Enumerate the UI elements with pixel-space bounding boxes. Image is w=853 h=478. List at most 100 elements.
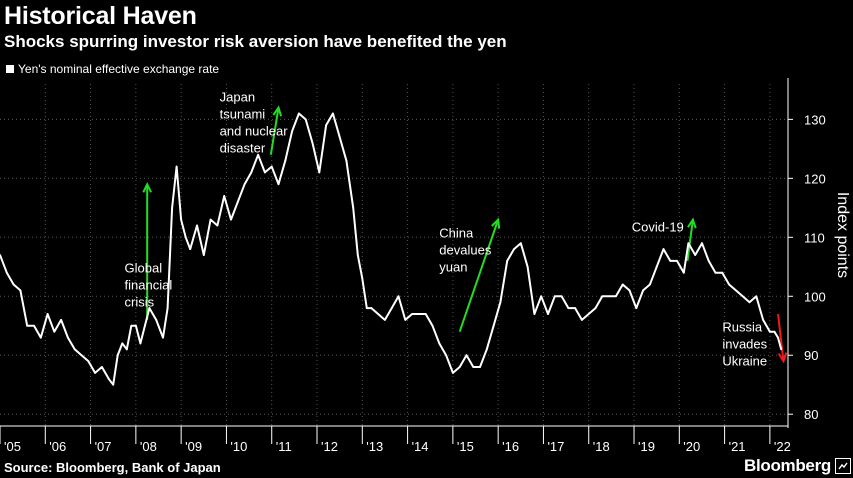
data-point bbox=[236, 201, 239, 203]
data-point bbox=[162, 336, 164, 339]
data-point bbox=[728, 283, 731, 286]
data-point bbox=[270, 165, 273, 168]
data-point bbox=[397, 295, 400, 298]
y-tick-label: 90 bbox=[804, 348, 818, 363]
data-point bbox=[100, 366, 103, 368]
data-point bbox=[175, 165, 178, 168]
data-point bbox=[465, 354, 468, 357]
data-point bbox=[472, 366, 475, 368]
data-point bbox=[707, 259, 710, 262]
data-point bbox=[418, 313, 420, 315]
data-point bbox=[345, 159, 348, 162]
x-tick-label: '10 bbox=[230, 439, 247, 454]
data-point bbox=[390, 307, 393, 309]
annotation-line: yuan bbox=[439, 259, 467, 274]
x-tick-label: '05 bbox=[4, 439, 21, 454]
data-point bbox=[73, 348, 76, 351]
annotation-text: Russia invades Ukraine bbox=[722, 320, 767, 369]
source-note: Source: Bloomberg, Bank of Japan bbox=[4, 460, 221, 475]
data-point bbox=[19, 289, 22, 292]
annotation-line: crisis bbox=[125, 295, 155, 310]
data-point bbox=[574, 307, 577, 309]
data-point bbox=[297, 112, 300, 115]
data-point bbox=[250, 171, 253, 174]
data-point bbox=[370, 307, 373, 309]
series-line bbox=[0, 112, 783, 386]
x-tick-label: '15 bbox=[457, 439, 474, 454]
data-point bbox=[682, 271, 685, 274]
data-point bbox=[139, 342, 142, 345]
y-tick-label: 120 bbox=[804, 171, 826, 186]
data-point bbox=[148, 307, 151, 309]
data-point bbox=[202, 254, 205, 256]
data-point bbox=[87, 360, 90, 363]
data-point bbox=[184, 236, 187, 239]
x-tick-label: '11 bbox=[276, 439, 292, 454]
data-point bbox=[304, 118, 307, 121]
annotation-line: financial bbox=[125, 278, 173, 293]
chart-subtitle: Shocks spurring investor risk aversion h… bbox=[4, 32, 507, 51]
data-point bbox=[33, 324, 35, 327]
data-point bbox=[669, 259, 672, 262]
x-tick-label: '16 bbox=[502, 439, 519, 454]
data-point bbox=[519, 242, 522, 245]
data-point bbox=[628, 289, 631, 292]
data-point bbox=[506, 259, 509, 262]
x-tick-label: '19 bbox=[638, 439, 655, 454]
data-point bbox=[121, 342, 124, 345]
annotation-line: China bbox=[439, 225, 474, 240]
x-tick-label: '14 bbox=[412, 439, 429, 454]
data-point bbox=[438, 342, 441, 345]
data-point bbox=[144, 324, 146, 327]
data-point bbox=[560, 295, 563, 298]
x-tick-label: '12 bbox=[321, 439, 338, 454]
annotation-line: Global bbox=[125, 261, 163, 276]
brand-logo: Bloomberg bbox=[743, 456, 831, 475]
data-point bbox=[311, 142, 314, 144]
data-point bbox=[130, 324, 133, 327]
annotation-text: China devalues yuan bbox=[439, 225, 492, 274]
data-point bbox=[338, 136, 341, 138]
data-point bbox=[540, 295, 543, 298]
grid-lines bbox=[0, 84, 788, 426]
data-point bbox=[53, 330, 56, 333]
annotation-arrow bbox=[458, 219, 500, 332]
data-point bbox=[492, 324, 495, 327]
data-point bbox=[80, 354, 83, 357]
data-point bbox=[107, 377, 110, 380]
arrow-head bbox=[491, 217, 501, 229]
data-point bbox=[642, 289, 644, 292]
data-point bbox=[445, 354, 447, 357]
data-point bbox=[411, 313, 414, 315]
data-point bbox=[0, 254, 1, 256]
data-point bbox=[26, 324, 29, 327]
legend-label: Yen's nominal effective exchange rate bbox=[18, 62, 220, 76]
data-point bbox=[331, 112, 334, 115]
data-point bbox=[594, 307, 597, 309]
x-tick-label: '20 bbox=[683, 439, 700, 454]
data-point bbox=[94, 372, 97, 374]
arrow-head bbox=[142, 181, 152, 193]
data-point bbox=[768, 330, 771, 333]
data-point bbox=[533, 313, 536, 315]
data-point bbox=[581, 318, 583, 321]
data-point bbox=[755, 295, 758, 298]
data-point bbox=[648, 283, 651, 286]
data-point bbox=[12, 283, 15, 286]
data-point bbox=[451, 372, 454, 374]
data-point bbox=[291, 130, 294, 133]
annotation-line: disaster bbox=[220, 141, 266, 156]
data-point bbox=[155, 318, 158, 321]
annotation-line: Japan bbox=[220, 90, 255, 105]
x-tick-label: '13 bbox=[366, 439, 383, 454]
y-tick-label: 130 bbox=[804, 112, 826, 127]
arrow-head bbox=[272, 105, 283, 117]
data-point bbox=[189, 248, 192, 251]
footer: Source: Bloomberg, Bank of Japan Bloombe… bbox=[0, 454, 853, 478]
data-point bbox=[479, 366, 481, 368]
data-point bbox=[356, 254, 359, 256]
chart-title: Historical Haven bbox=[4, 2, 197, 30]
annotation-text: Global financial crisis bbox=[125, 261, 173, 310]
data-point bbox=[741, 295, 744, 298]
